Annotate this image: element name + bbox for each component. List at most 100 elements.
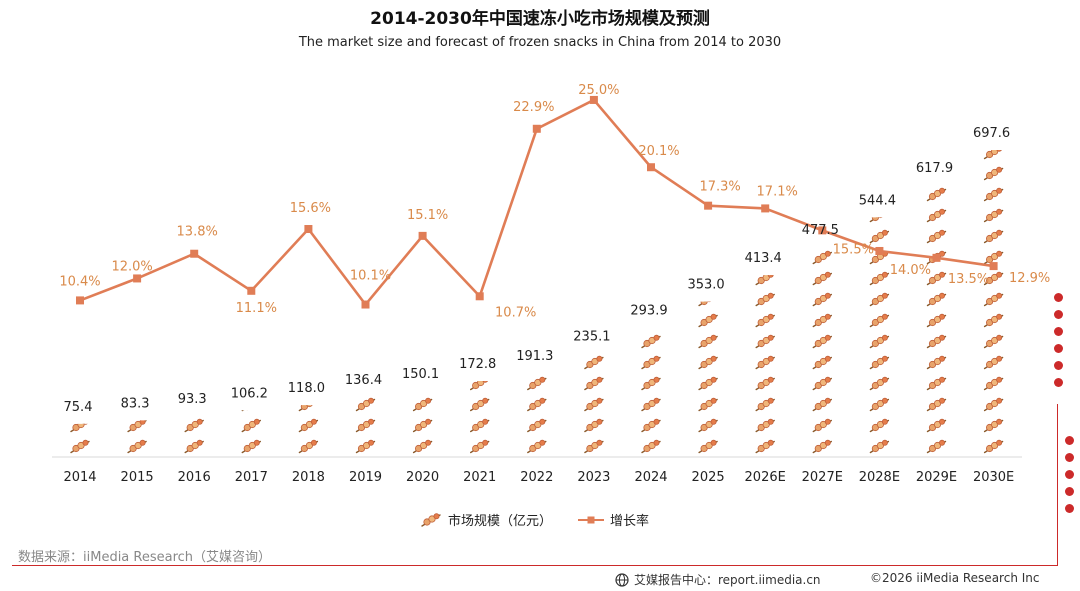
skewer-icon (527, 418, 547, 433)
skewer-icon (983, 208, 1004, 223)
bar-value-label: 617.9 (916, 161, 953, 176)
x-tick-label: 2014 (63, 470, 96, 485)
skewer-icon (812, 397, 833, 412)
skewer-icon (641, 418, 661, 433)
bar-value-label: 697.6 (973, 126, 1010, 141)
bar-value-label: 191.3 (516, 349, 553, 364)
skewer-icon (983, 439, 1004, 454)
growth-value-label: 10.4% (59, 274, 100, 289)
growth-value-label: 12.0% (111, 259, 152, 274)
skewer-icon (469, 439, 490, 454)
skewer-icon (641, 355, 661, 370)
growth-point (818, 226, 827, 235)
skewer-icon (298, 418, 319, 433)
skewer-icon (812, 271, 833, 286)
skewer-icon (926, 397, 947, 412)
skewer-icon (698, 376, 718, 391)
bar-value-label: 172.8 (459, 357, 496, 372)
bar-2015 (127, 420, 147, 454)
skewer-icon (355, 397, 376, 412)
skewer-icon (755, 334, 775, 349)
bar-2022 (527, 376, 547, 454)
footer-divider (12, 565, 1058, 566)
skewer-icon (926, 292, 947, 307)
skewer-icon (812, 292, 833, 307)
x-tick-label: 2017 (235, 470, 268, 485)
skewer-icon (755, 397, 775, 412)
skewer-icon (527, 397, 547, 412)
x-tick-label: 2021 (463, 470, 496, 485)
skewer-icon (983, 187, 1004, 202)
growth-value-label: 25.0% (578, 83, 619, 98)
data-source: 数据来源：iiMedia Research（艾媒咨询） (18, 550, 272, 565)
x-tick-label: 2028E (859, 470, 900, 485)
bar-2025 (698, 301, 718, 454)
skewer-icon (755, 355, 775, 370)
legend-item-market-size[interactable]: 市场规模（亿元） (420, 510, 552, 529)
growth-point (761, 204, 770, 213)
side-divider (1057, 404, 1058, 566)
bar-value-label: 353.0 (687, 278, 724, 293)
legend-item-growth-rate[interactable]: 增长率 (578, 510, 649, 529)
decor-dot (1065, 487, 1074, 496)
growth-point (190, 249, 199, 258)
growth-point (875, 246, 884, 255)
skewer-icon (926, 208, 947, 223)
growth-point (647, 163, 655, 172)
bar-2018 (298, 405, 319, 454)
skewer-icon (983, 292, 1004, 307)
decor-dot (1065, 436, 1074, 445)
skewer-icon (983, 397, 1004, 412)
growth-point (76, 296, 84, 305)
decor-dot (1054, 361, 1063, 370)
skewer-icon (412, 439, 433, 454)
growth-value-label: 20.1% (638, 144, 679, 159)
skewer-icon (926, 313, 947, 328)
growth-point (304, 225, 313, 234)
growth-value-label: 12.9% (1009, 271, 1050, 286)
x-tick-label: 2018 (292, 470, 325, 485)
growth-point (361, 300, 370, 309)
chart-subtitle: The market size and forecast of frozen s… (298, 35, 782, 50)
bar-value-label: 235.1 (573, 330, 610, 345)
skewer-icon (812, 418, 833, 433)
x-tick-label: 2019 (349, 470, 382, 485)
line-marker-icon (578, 516, 605, 523)
growth-value-label: 11.1% (236, 301, 277, 316)
skewer-icon (355, 418, 376, 433)
x-tick-label: 2027E (802, 470, 843, 485)
growth-point (475, 292, 484, 301)
bar-value-label: 136.4 (345, 373, 382, 388)
footer-site[interactable]: 艾媒报告中心：report.iimedia.cn (615, 571, 821, 588)
skewer-icon (926, 187, 947, 202)
skewer-icon (584, 418, 604, 433)
growth-value-label: 17.1% (757, 184, 798, 199)
x-tick-label: 2024 (634, 470, 667, 485)
growth-value-label: 15.1% (407, 208, 448, 223)
skewer-icon (755, 418, 775, 433)
skewer-icon (412, 418, 433, 433)
skewer-icon (869, 355, 890, 370)
bar-2020 (412, 397, 433, 454)
bar-2023 (584, 355, 604, 454)
growth-point (589, 95, 598, 104)
footer-site-text: 艾媒报告中心：report.iimedia.cn (634, 573, 821, 587)
skewer-icon (983, 376, 1004, 391)
growth-point (989, 262, 998, 271)
growth-value-label: 14.0% (890, 263, 931, 278)
skewer-icon (983, 313, 1004, 328)
skewer-icon (983, 355, 1004, 370)
skewer-icon (641, 334, 661, 349)
skewer-icon (127, 420, 147, 433)
chart-canvas: 2014 2015 2016 2017 2018 2019 2020 2021 2022 2023… (52, 83, 1050, 485)
growth-value-label: 22.9% (513, 100, 554, 115)
bar-value-label: 544.4 (859, 193, 896, 208)
skewer-icon (869, 217, 890, 223)
x-tick-label: 2023 (577, 470, 610, 485)
growth-value-label: 15.6% (290, 201, 331, 216)
skewer-icon (812, 439, 833, 454)
skewer-icon (527, 439, 547, 454)
skewer-icon (869, 271, 890, 286)
skewer-icon (184, 418, 204, 433)
skewer-icon (698, 334, 718, 349)
